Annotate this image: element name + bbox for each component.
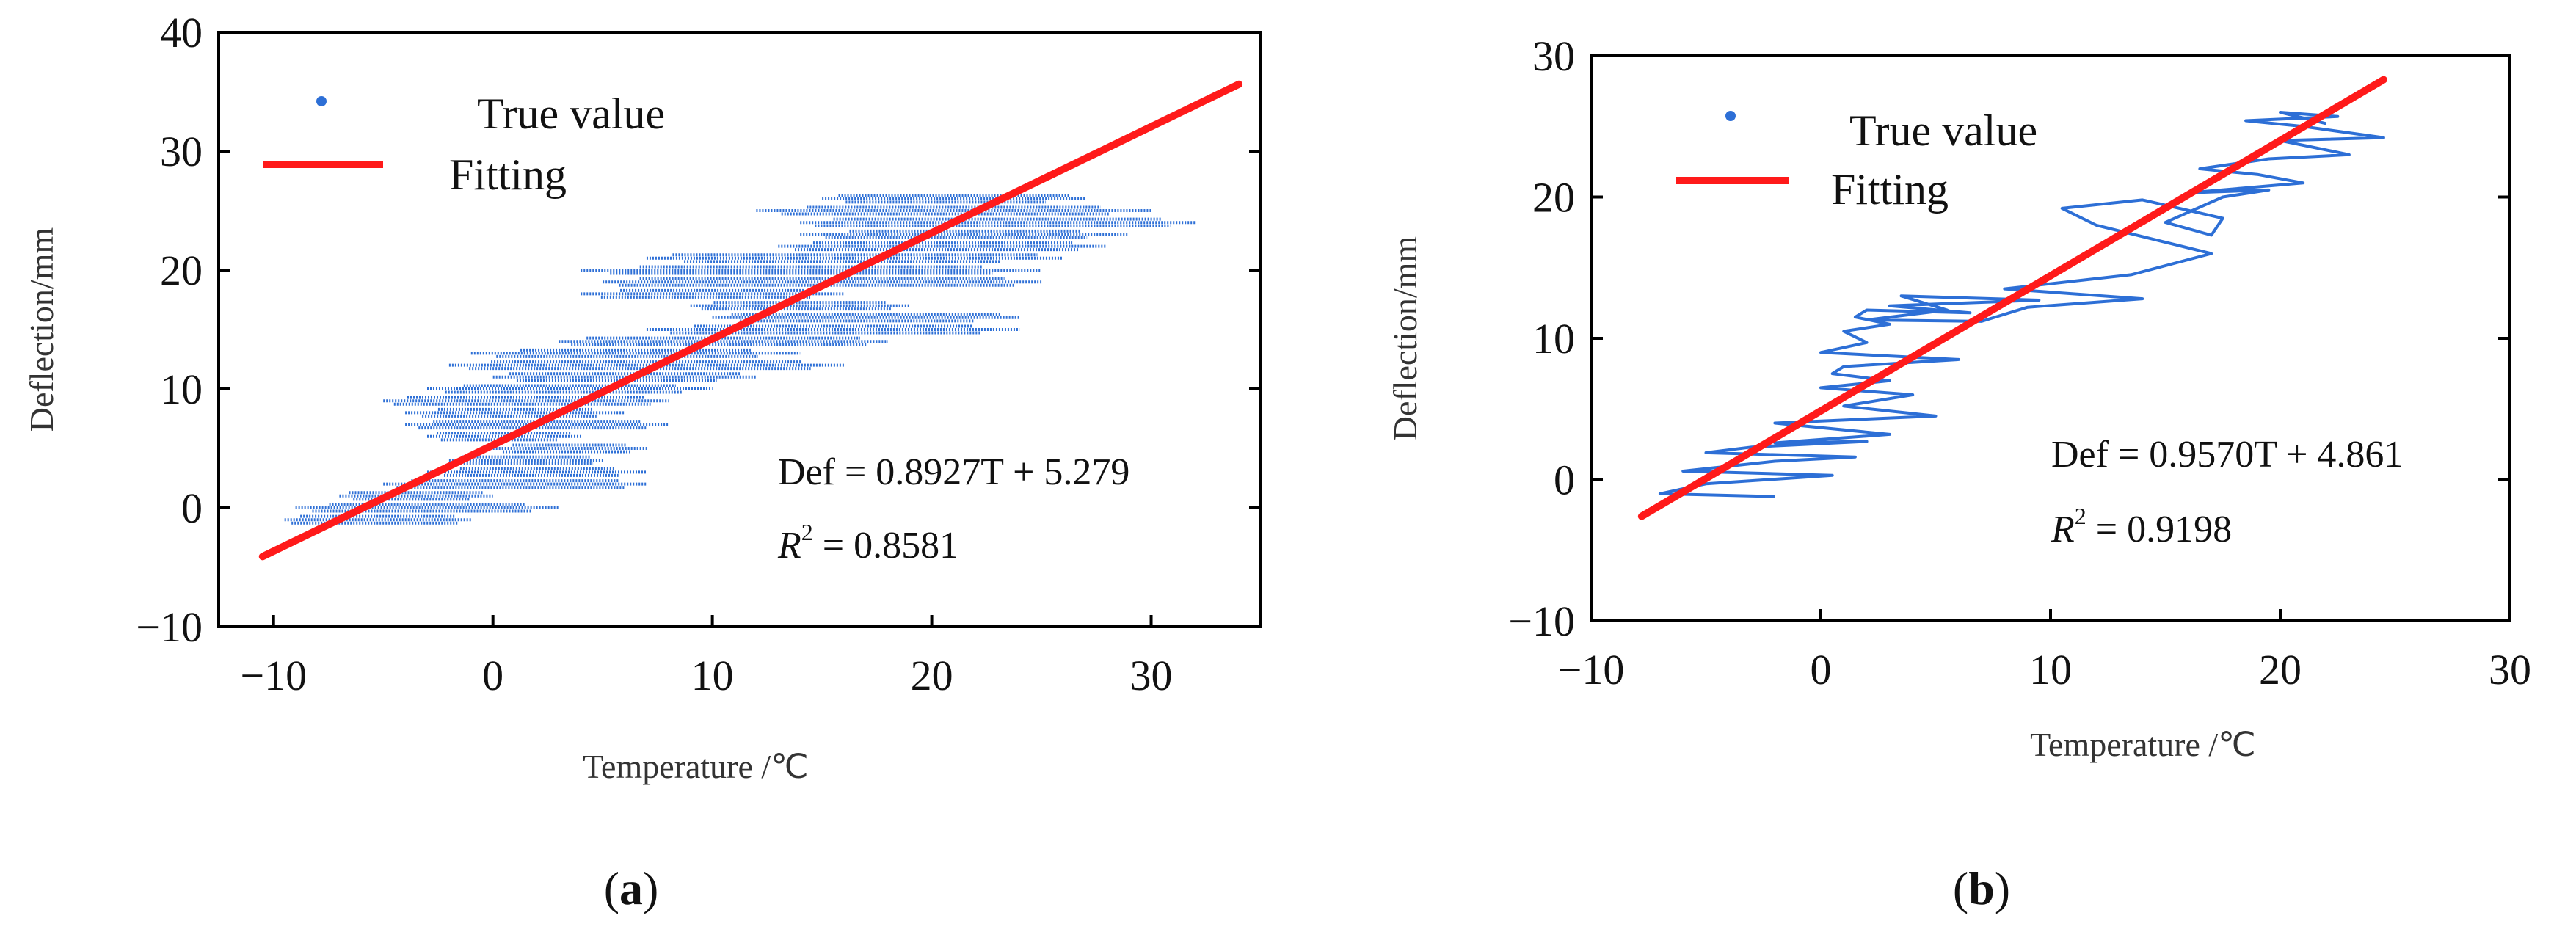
y-tick-label: 0	[1554, 456, 1575, 504]
x-tick-label: 20	[911, 652, 953, 699]
r-squared-symbol: R	[2051, 509, 2075, 550]
x-axis-label: Temperature /℃	[583, 748, 809, 785]
y-tick-label: −10	[136, 603, 203, 651]
legend-label-true-value: True value	[1849, 106, 2037, 155]
fit-equation: Def = 0.9570T + 4.861	[2051, 434, 2403, 476]
caption-letter: a	[619, 862, 643, 914]
r-squared: R2 = 0.8581	[777, 519, 958, 567]
y-tick-label: −10	[1508, 597, 1575, 645]
x-axis-label: Temperature /℃	[2030, 726, 2256, 763]
y-tick-label: 20	[160, 247, 203, 294]
x-tick-label: 0	[482, 652, 503, 699]
caption-paren-open: (	[604, 862, 619, 914]
x-tick-label: 10	[2029, 646, 2072, 693]
caption-b: (b)	[1953, 862, 2010, 914]
panel-a: −10 0 10 20 30 −10 0 10 20 30 40 Temperature /℃ D…	[23, 9, 1262, 914]
y-axis-label: Deflection/mm	[1386, 236, 1424, 441]
y-tick-label: 40	[160, 9, 203, 57]
y-axis-label: Deflection/mm	[23, 227, 60, 432]
legend-marker-true-value	[316, 96, 327, 106]
panel-b: −10 0 10 20 30 −10 0 10 20 30 Temperature /℃ Def…	[1386, 32, 2531, 914]
true-value-line	[1658, 111, 2385, 498]
caption-paren-open: (	[1953, 862, 1968, 914]
x-tick-label: 30	[2489, 646, 2531, 693]
plot-frame	[1590, 54, 2511, 622]
y-tick-labels: −10 0 10 20 30 40	[136, 9, 203, 651]
x-tick-label: 30	[1130, 652, 1173, 699]
y-tick-label: 10	[1532, 315, 1575, 363]
r-squared: R2 = 0.9198	[2051, 503, 2232, 550]
y-tick-label: 30	[160, 128, 203, 175]
r-squared-value: = 0.9198	[2086, 509, 2232, 550]
true-value-points	[284, 194, 1196, 525]
legend-label-fitting: Fitting	[1831, 165, 1949, 214]
x-tick-label: −10	[240, 652, 307, 699]
caption-a: (a)	[604, 862, 659, 914]
r-squared-value: = 0.8581	[813, 525, 958, 567]
caption-paren-close: )	[1995, 862, 2010, 914]
legend-label-true-value: True value	[477, 90, 665, 138]
fitting-line	[1637, 76, 2387, 520]
x-tick-label: 20	[2259, 646, 2302, 693]
caption-paren-close: )	[643, 862, 658, 914]
x-tick-labels: −10 0 10 20 30	[240, 652, 1172, 699]
r-squared-exponent: 2	[801, 519, 813, 545]
y-tick-label: 0	[181, 484, 203, 532]
caption-letter: b	[1968, 862, 1995, 914]
legend-label-fitting: Fitting	[449, 150, 567, 199]
x-tick-label: 0	[1811, 646, 1832, 693]
r-squared-exponent: 2	[2075, 503, 2086, 529]
legend-marker-true-value	[1725, 111, 1736, 121]
x-tick-label: −10	[1558, 646, 1625, 693]
tick-marks	[1591, 195, 2510, 621]
y-tick-label: 10	[160, 365, 203, 413]
y-tick-labels: −10 0 10 20 30	[1508, 32, 1575, 645]
x-tick-label: 10	[691, 652, 734, 699]
y-tick-label: 20	[1532, 174, 1575, 222]
tick-marks	[219, 150, 1261, 627]
r-squared-symbol: R	[777, 525, 801, 567]
fit-equation: Def = 0.8927T + 5.279	[778, 451, 1129, 493]
x-tick-labels: −10 0 10 20 30	[1558, 646, 2531, 693]
plot-frame	[217, 31, 1262, 628]
y-tick-label: 30	[1532, 32, 1575, 80]
fitting-line	[258, 80, 1243, 561]
